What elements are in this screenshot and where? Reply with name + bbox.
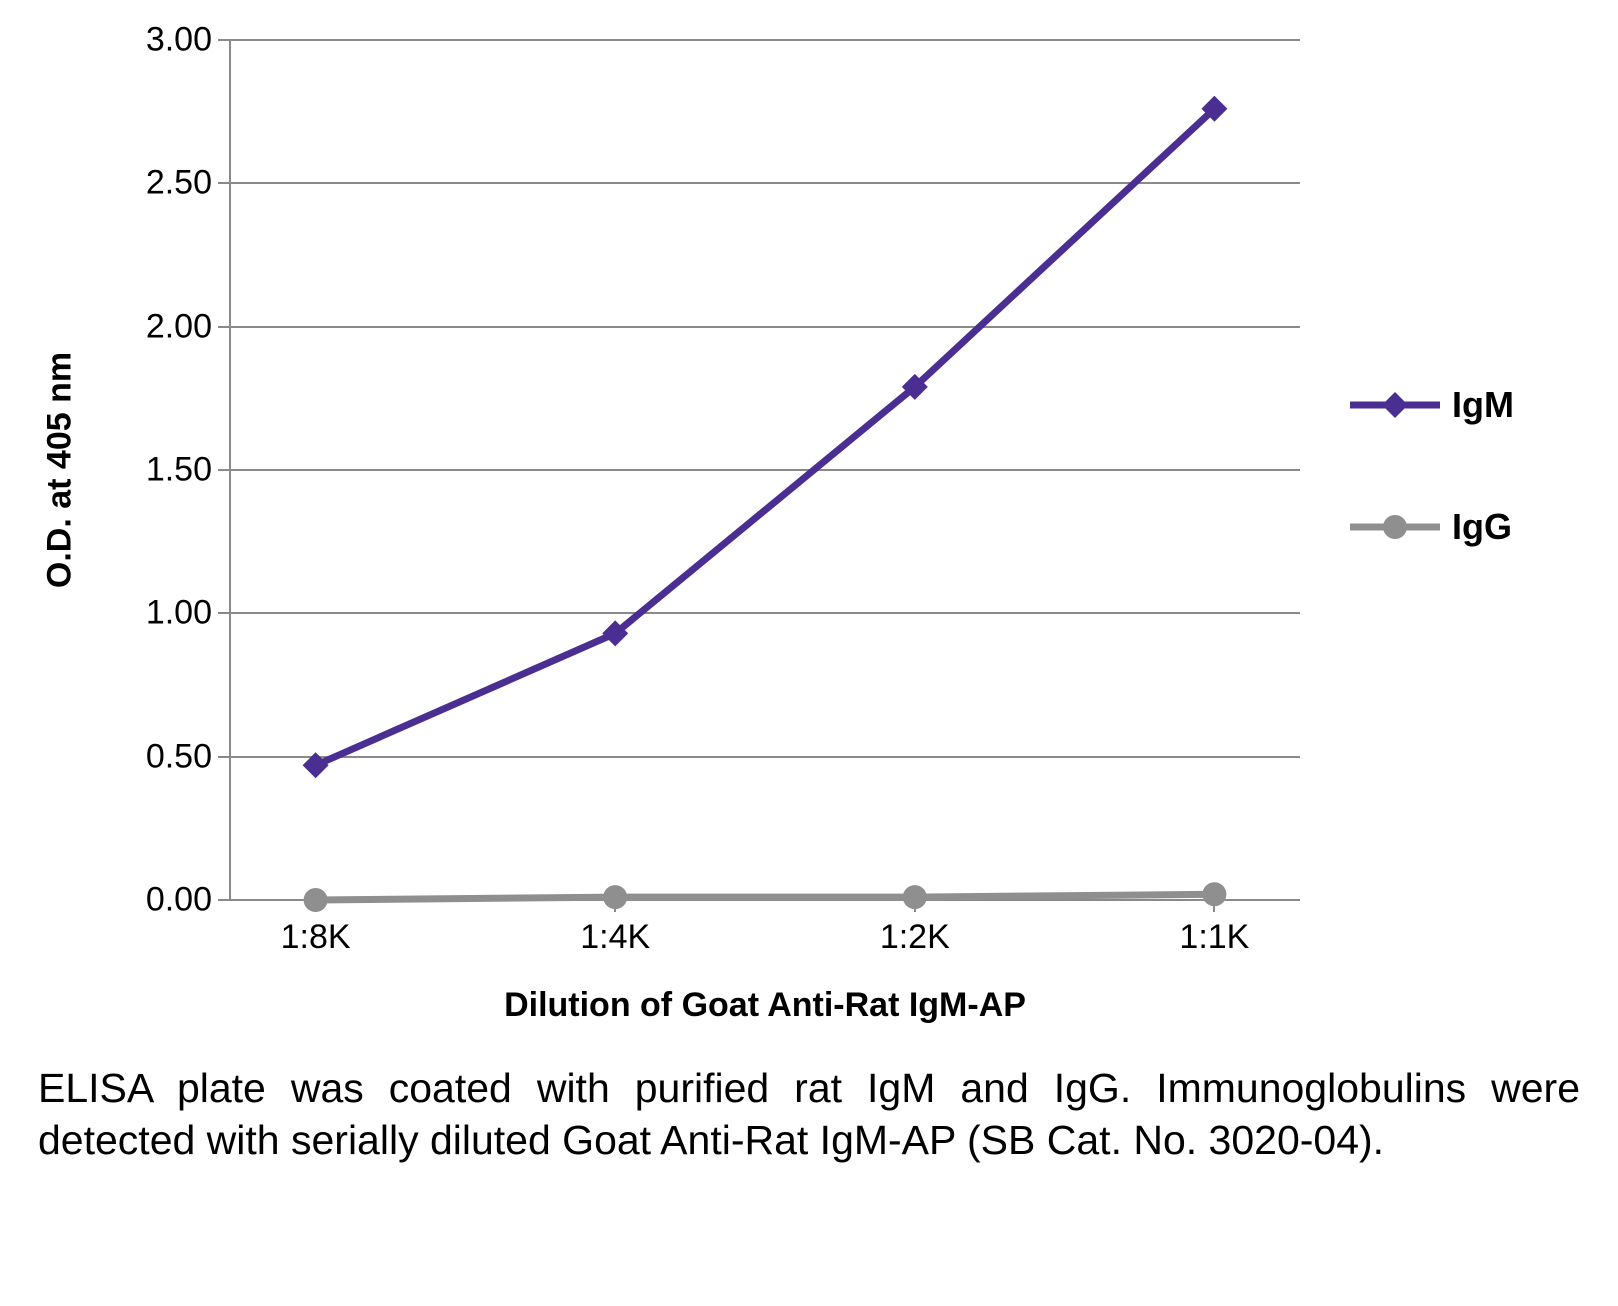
legend-marker bbox=[1381, 513, 1409, 541]
figure-caption: ELISA plate was coated with purified rat… bbox=[38, 1062, 1580, 1167]
circle-marker bbox=[603, 885, 627, 909]
circle-marker bbox=[903, 885, 927, 909]
legend-item-igm: IgM bbox=[1350, 384, 1514, 426]
plot-area: 0.000.501.001.502.002.503.001:8K1:4K1:2K… bbox=[230, 40, 1300, 900]
circle-marker bbox=[304, 888, 328, 912]
series-line-igg bbox=[316, 894, 1215, 900]
legend-marker bbox=[1380, 390, 1410, 420]
series-line-igm bbox=[316, 109, 1215, 765]
legend-label: IgG bbox=[1452, 506, 1512, 548]
series-layer bbox=[230, 40, 1300, 900]
legend-item-igg: IgG bbox=[1350, 506, 1514, 548]
diamond-marker bbox=[303, 752, 329, 778]
legend: IgM IgG bbox=[1350, 384, 1514, 628]
x-axis-title: Dilution of Goat Anti-Rat IgM-AP bbox=[504, 986, 1026, 1025]
circle-marker bbox=[1202, 882, 1226, 906]
circle-marker bbox=[1383, 515, 1407, 539]
chart-container: 0.000.501.001.502.002.503.001:8K1:4K1:2K… bbox=[30, 20, 1588, 1040]
diamond-marker bbox=[1382, 392, 1408, 418]
legend-label: IgM bbox=[1452, 384, 1514, 426]
y-axis-title: O.D. at 405 nm bbox=[41, 352, 80, 588]
legend-swatch bbox=[1350, 390, 1440, 420]
legend-swatch bbox=[1350, 512, 1440, 542]
page: 0.000.501.001.502.002.503.001:8K1:4K1:2K… bbox=[0, 0, 1618, 1306]
